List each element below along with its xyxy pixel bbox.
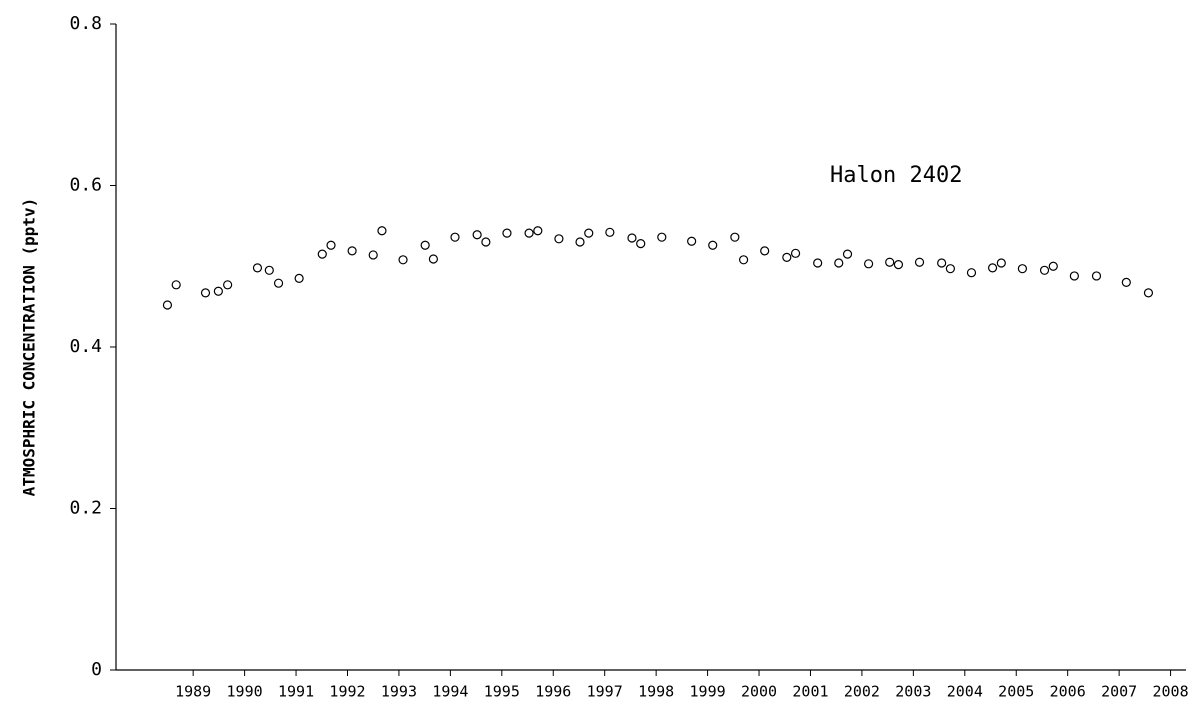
data-point <box>317 249 327 259</box>
data-point <box>252 263 263 273</box>
x-tick-label: 2007 <box>1101 683 1137 701</box>
data-point <box>1143 288 1154 298</box>
data-point <box>171 280 181 290</box>
x-tick-label: 1999 <box>690 683 726 701</box>
data-point <box>1039 265 1050 275</box>
x-tick-label: 1990 <box>227 683 263 701</box>
data-point <box>687 236 697 246</box>
data-point <box>945 264 955 274</box>
data-point <box>533 226 543 236</box>
x-tick-label: 1993 <box>381 683 417 701</box>
data-point <box>864 259 874 269</box>
x-tick-label: 2005 <box>998 683 1034 701</box>
data-point <box>554 234 564 244</box>
data-point <box>273 278 284 288</box>
data-point <box>428 254 438 264</box>
data-point <box>937 258 947 268</box>
data-point <box>200 288 211 298</box>
data-point <box>1069 271 1079 281</box>
data-point <box>834 258 844 268</box>
data-point <box>347 246 357 256</box>
data-point <box>730 232 740 242</box>
y-tick-label: 0.6 <box>69 175 102 196</box>
x-tick-label: 1995 <box>484 683 520 701</box>
y-axis-label: ATMOSPHRIC CONCENTRATION (pptv) <box>20 198 39 497</box>
x-tick-label: 1989 <box>175 683 211 701</box>
data-point <box>481 237 491 247</box>
data-point <box>502 228 512 238</box>
x-tick-label: 2000 <box>741 683 777 701</box>
y-tick-label: 0.8 <box>69 13 102 34</box>
data-point <box>738 255 749 265</box>
x-tick-label: 1998 <box>638 683 674 701</box>
data-point <box>450 232 460 242</box>
data-point <box>294 273 304 283</box>
data-point <box>368 250 378 260</box>
data-point <box>987 263 998 273</box>
data-point <box>1091 271 1102 281</box>
x-tick-label: 2003 <box>895 683 931 701</box>
data-point <box>966 268 977 278</box>
data-point <box>326 240 336 250</box>
data-point <box>162 300 173 310</box>
y-tick-label: 0.2 <box>69 498 102 519</box>
x-tick-label: 1992 <box>329 683 365 701</box>
x-tick-label: 2002 <box>844 683 880 701</box>
data-point <box>377 226 387 236</box>
x-tick-label: 2004 <box>947 683 983 701</box>
data-point <box>264 265 274 275</box>
y-tick-label: 0.4 <box>69 336 102 357</box>
data-point <box>842 249 853 259</box>
x-tick-label: 2006 <box>1050 683 1086 701</box>
x-tick-label: 1991 <box>278 683 314 701</box>
data-point <box>213 286 223 296</box>
data-point <box>1121 277 1131 287</box>
data-point <box>636 239 646 249</box>
data-point <box>472 230 482 240</box>
data-point <box>914 257 925 267</box>
data-point <box>398 255 408 265</box>
data-point <box>223 280 233 290</box>
data-point <box>708 240 718 250</box>
data-point <box>996 258 1006 268</box>
data-point <box>813 258 823 268</box>
data-point <box>605 227 615 237</box>
data-point <box>790 248 801 258</box>
data-point <box>782 252 792 262</box>
data-point <box>657 232 667 242</box>
data-point <box>885 257 895 267</box>
annotation: Halon 2402 <box>830 163 962 188</box>
x-tick-label: 1994 <box>432 683 468 701</box>
data-point <box>420 240 430 250</box>
y-tick-label: 0 <box>91 659 102 680</box>
data-point <box>524 228 534 238</box>
data-point <box>575 237 585 247</box>
x-tick-label: 2001 <box>792 683 828 701</box>
data-point <box>893 260 904 270</box>
data-point <box>1017 264 1028 274</box>
x-tick-label: 1997 <box>587 683 623 701</box>
data-point <box>627 233 637 243</box>
data-point <box>1048 261 1058 271</box>
x-tick-label: 1996 <box>535 683 571 701</box>
x-tick-label: 2008 <box>1153 683 1189 701</box>
data-point <box>584 228 594 238</box>
data-point <box>760 246 770 256</box>
